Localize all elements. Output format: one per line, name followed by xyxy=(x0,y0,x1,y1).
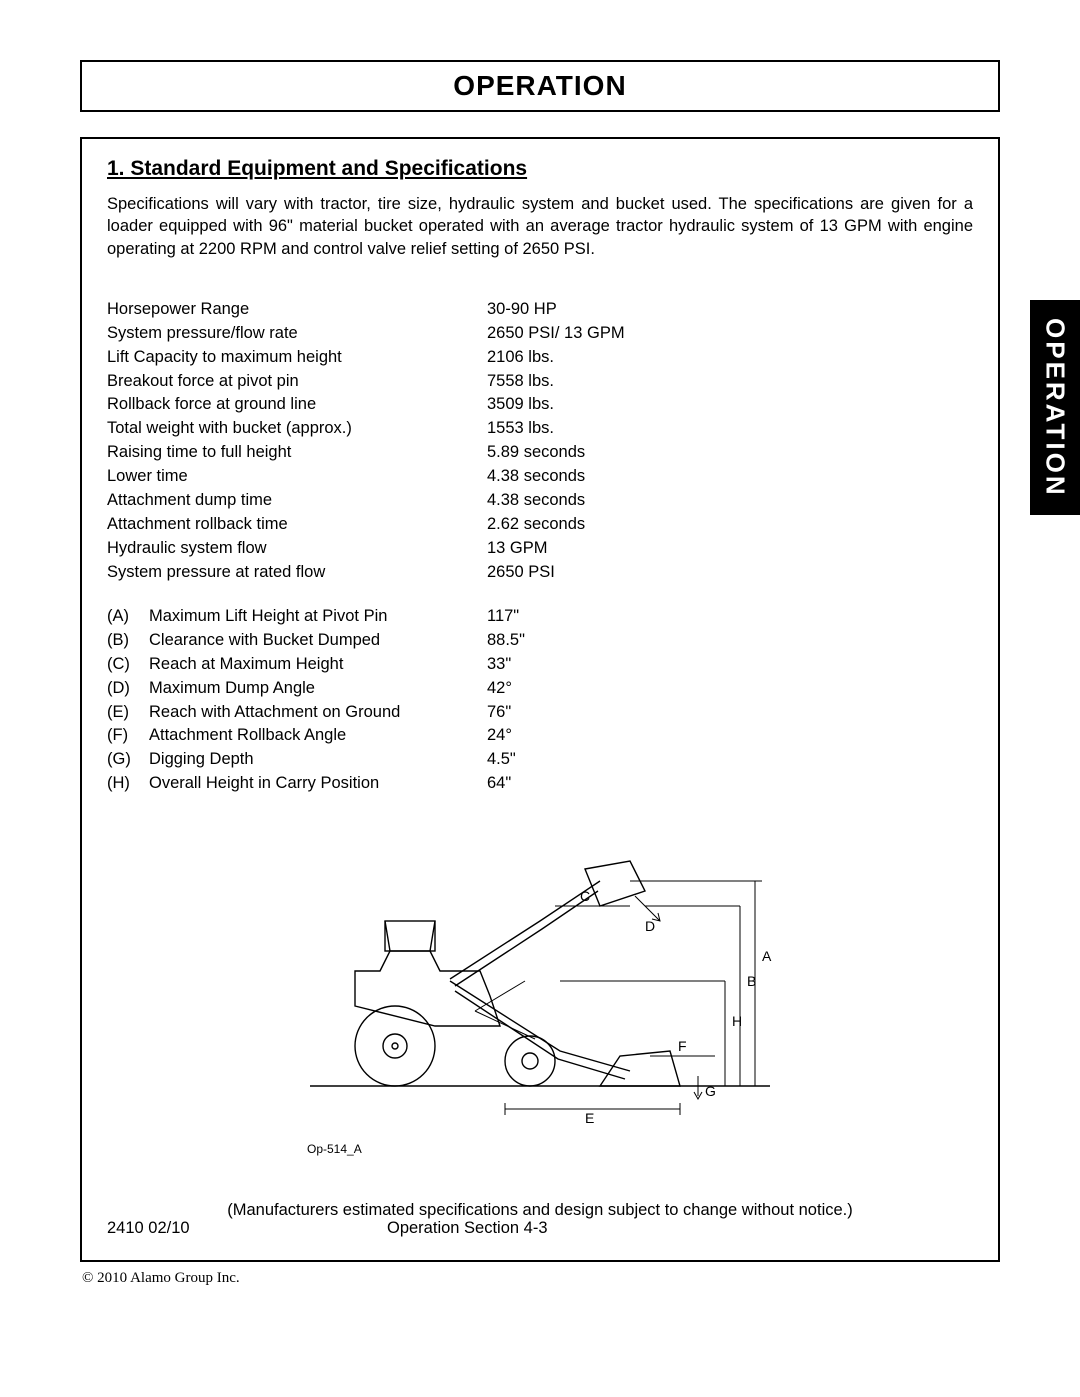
diagram-wrap: A B H C D F G xyxy=(107,851,973,1156)
spec-row: Total weight with bucket (approx.)1553 l… xyxy=(107,417,973,441)
spec-label: Horsepower Range xyxy=(107,298,487,322)
spec-label: Breakout force at pivot pin xyxy=(107,370,487,394)
gap xyxy=(107,585,973,605)
dim-value: 33" xyxy=(487,653,973,677)
dim-label: Attachment Rollback Angle xyxy=(149,724,487,748)
page: OPERATION 1. Standard Equipment and Spec… xyxy=(0,0,1080,1317)
spec-value: 2650 PSI/ 13 GPM xyxy=(487,322,973,346)
dim-code: (E) xyxy=(107,701,149,725)
svg-text:B: B xyxy=(747,973,756,989)
diagram-caption: Op-514_A xyxy=(107,1142,973,1156)
spec-row: Horsepower Range30-90 HP xyxy=(107,298,973,322)
content-box: 1. Standard Equipment and Specifications… xyxy=(80,137,1000,1262)
spec-label: Lift Capacity to maximum height xyxy=(107,346,487,370)
spec-label: System pressure at rated flow xyxy=(107,561,487,585)
spec-value: 30-90 HP xyxy=(487,298,973,322)
spec-value: 7558 lbs. xyxy=(487,370,973,394)
spec-row: System pressure/flow rate2650 PSI/ 13 GP… xyxy=(107,322,973,346)
svg-text:E: E xyxy=(585,1110,594,1126)
spec-value: 5.89 seconds xyxy=(487,441,973,465)
dim-label: Overall Height in Carry Position xyxy=(149,772,487,796)
dim-row: (G)Digging Depth4.5" xyxy=(107,748,973,772)
spec-label: Lower time xyxy=(107,465,487,489)
dim-value: 24° xyxy=(487,724,973,748)
spec-label: System pressure/flow rate xyxy=(107,322,487,346)
dim-code: (D) xyxy=(107,677,149,701)
spec-value: 13 GPM xyxy=(487,537,973,561)
dim-row: (D)Maximum Dump Angle42° xyxy=(107,677,973,701)
dim-value: 42° xyxy=(487,677,973,701)
dim-label: Clearance with Bucket Dumped xyxy=(149,629,487,653)
spec-value: 2106 lbs. xyxy=(487,346,973,370)
title-box: OPERATION xyxy=(80,60,1000,112)
section-heading: 1. Standard Equipment and Specifications xyxy=(107,157,973,181)
dim-code: (F) xyxy=(107,724,149,748)
spec-row: Raising time to full height5.89 seconds xyxy=(107,441,973,465)
spec-row: Lift Capacity to maximum height2106 lbs. xyxy=(107,346,973,370)
loader-diagram-icon: A B H C D F G xyxy=(300,851,780,1131)
spec-label: Hydraulic system flow xyxy=(107,537,487,561)
dim-label: Digging Depth xyxy=(149,748,487,772)
side-tab: OPERATION xyxy=(1030,300,1080,515)
dim-code: (A) xyxy=(107,605,149,629)
dim-row: (F)Attachment Rollback Angle24° xyxy=(107,724,973,748)
dim-code: (G) xyxy=(107,748,149,772)
spec-row: Rollback force at ground line3509 lbs. xyxy=(107,393,973,417)
spec-value: 3509 lbs. xyxy=(487,393,973,417)
svg-text:C: C xyxy=(580,888,590,904)
disclaimer: (Manufacturers estimated specifications … xyxy=(107,1201,973,1220)
spec-value: 1553 lbs. xyxy=(487,417,973,441)
svg-text:F: F xyxy=(678,1038,687,1054)
spec-label: Rollback force at ground line xyxy=(107,393,487,417)
svg-text:A: A xyxy=(762,948,772,964)
dim-value: 64" xyxy=(487,772,973,796)
dim-label: Maximum Lift Height at Pivot Pin xyxy=(149,605,487,629)
spec-row: Breakout force at pivot pin7558 lbs. xyxy=(107,370,973,394)
dim-code: (C) xyxy=(107,653,149,677)
spec-value: 2650 PSI xyxy=(487,561,973,585)
dim-value: 4.5" xyxy=(487,748,973,772)
svg-text:G: G xyxy=(705,1083,716,1099)
copyright: © 2010 Alamo Group Inc. xyxy=(80,1270,1000,1287)
dim-label: Reach at Maximum Height xyxy=(149,653,487,677)
dim-code: (H) xyxy=(107,772,149,796)
dimension-list: (A)Maximum Lift Height at Pivot Pin117" … xyxy=(107,605,973,796)
spec-value: 2.62 seconds xyxy=(487,513,973,537)
footer-left: 2410 02/10 xyxy=(107,1219,387,1238)
dim-row: (B)Clearance with Bucket Dumped88.5" xyxy=(107,629,973,653)
svg-text:H: H xyxy=(732,1013,742,1029)
spec-row: Attachment rollback time2.62 seconds xyxy=(107,513,973,537)
dim-value: 117" xyxy=(487,605,973,629)
dim-row: (E)Reach with Attachment on Ground76" xyxy=(107,701,973,725)
spec-list: Horsepower Range30-90 HP System pressure… xyxy=(107,298,973,585)
dim-row: (A)Maximum Lift Height at Pivot Pin117" xyxy=(107,605,973,629)
dim-label: Reach with Attachment on Ground xyxy=(149,701,487,725)
dim-label: Maximum Dump Angle xyxy=(149,677,487,701)
spec-row: Hydraulic system flow13 GPM xyxy=(107,537,973,561)
spec-row: Lower time4.38 seconds xyxy=(107,465,973,489)
spec-value: 4.38 seconds xyxy=(487,465,973,489)
dim-row: (C)Reach at Maximum Height33" xyxy=(107,653,973,677)
spec-row: System pressure at rated flow2650 PSI xyxy=(107,561,973,585)
svg-text:D: D xyxy=(645,918,655,934)
spec-label: Attachment dump time xyxy=(107,489,487,513)
footer-center: Operation Section 4-3 xyxy=(387,1219,973,1238)
spec-label: Raising time to full height xyxy=(107,441,487,465)
dim-row: (H)Overall Height in Carry Position64" xyxy=(107,772,973,796)
page-title: OPERATION xyxy=(82,70,998,102)
dim-code: (B) xyxy=(107,629,149,653)
spec-row: Attachment dump time4.38 seconds xyxy=(107,489,973,513)
dim-value: 88.5" xyxy=(487,629,973,653)
dim-value: 76" xyxy=(487,701,973,725)
spec-label: Total weight with bucket (approx.) xyxy=(107,417,487,441)
spec-value: 4.38 seconds xyxy=(487,489,973,513)
spec-label: Attachment rollback time xyxy=(107,513,487,537)
intro-paragraph: Specifications will vary with tractor, t… xyxy=(107,193,973,260)
inner-footer: 2410 02/10 Operation Section 4-3 xyxy=(107,1219,973,1238)
